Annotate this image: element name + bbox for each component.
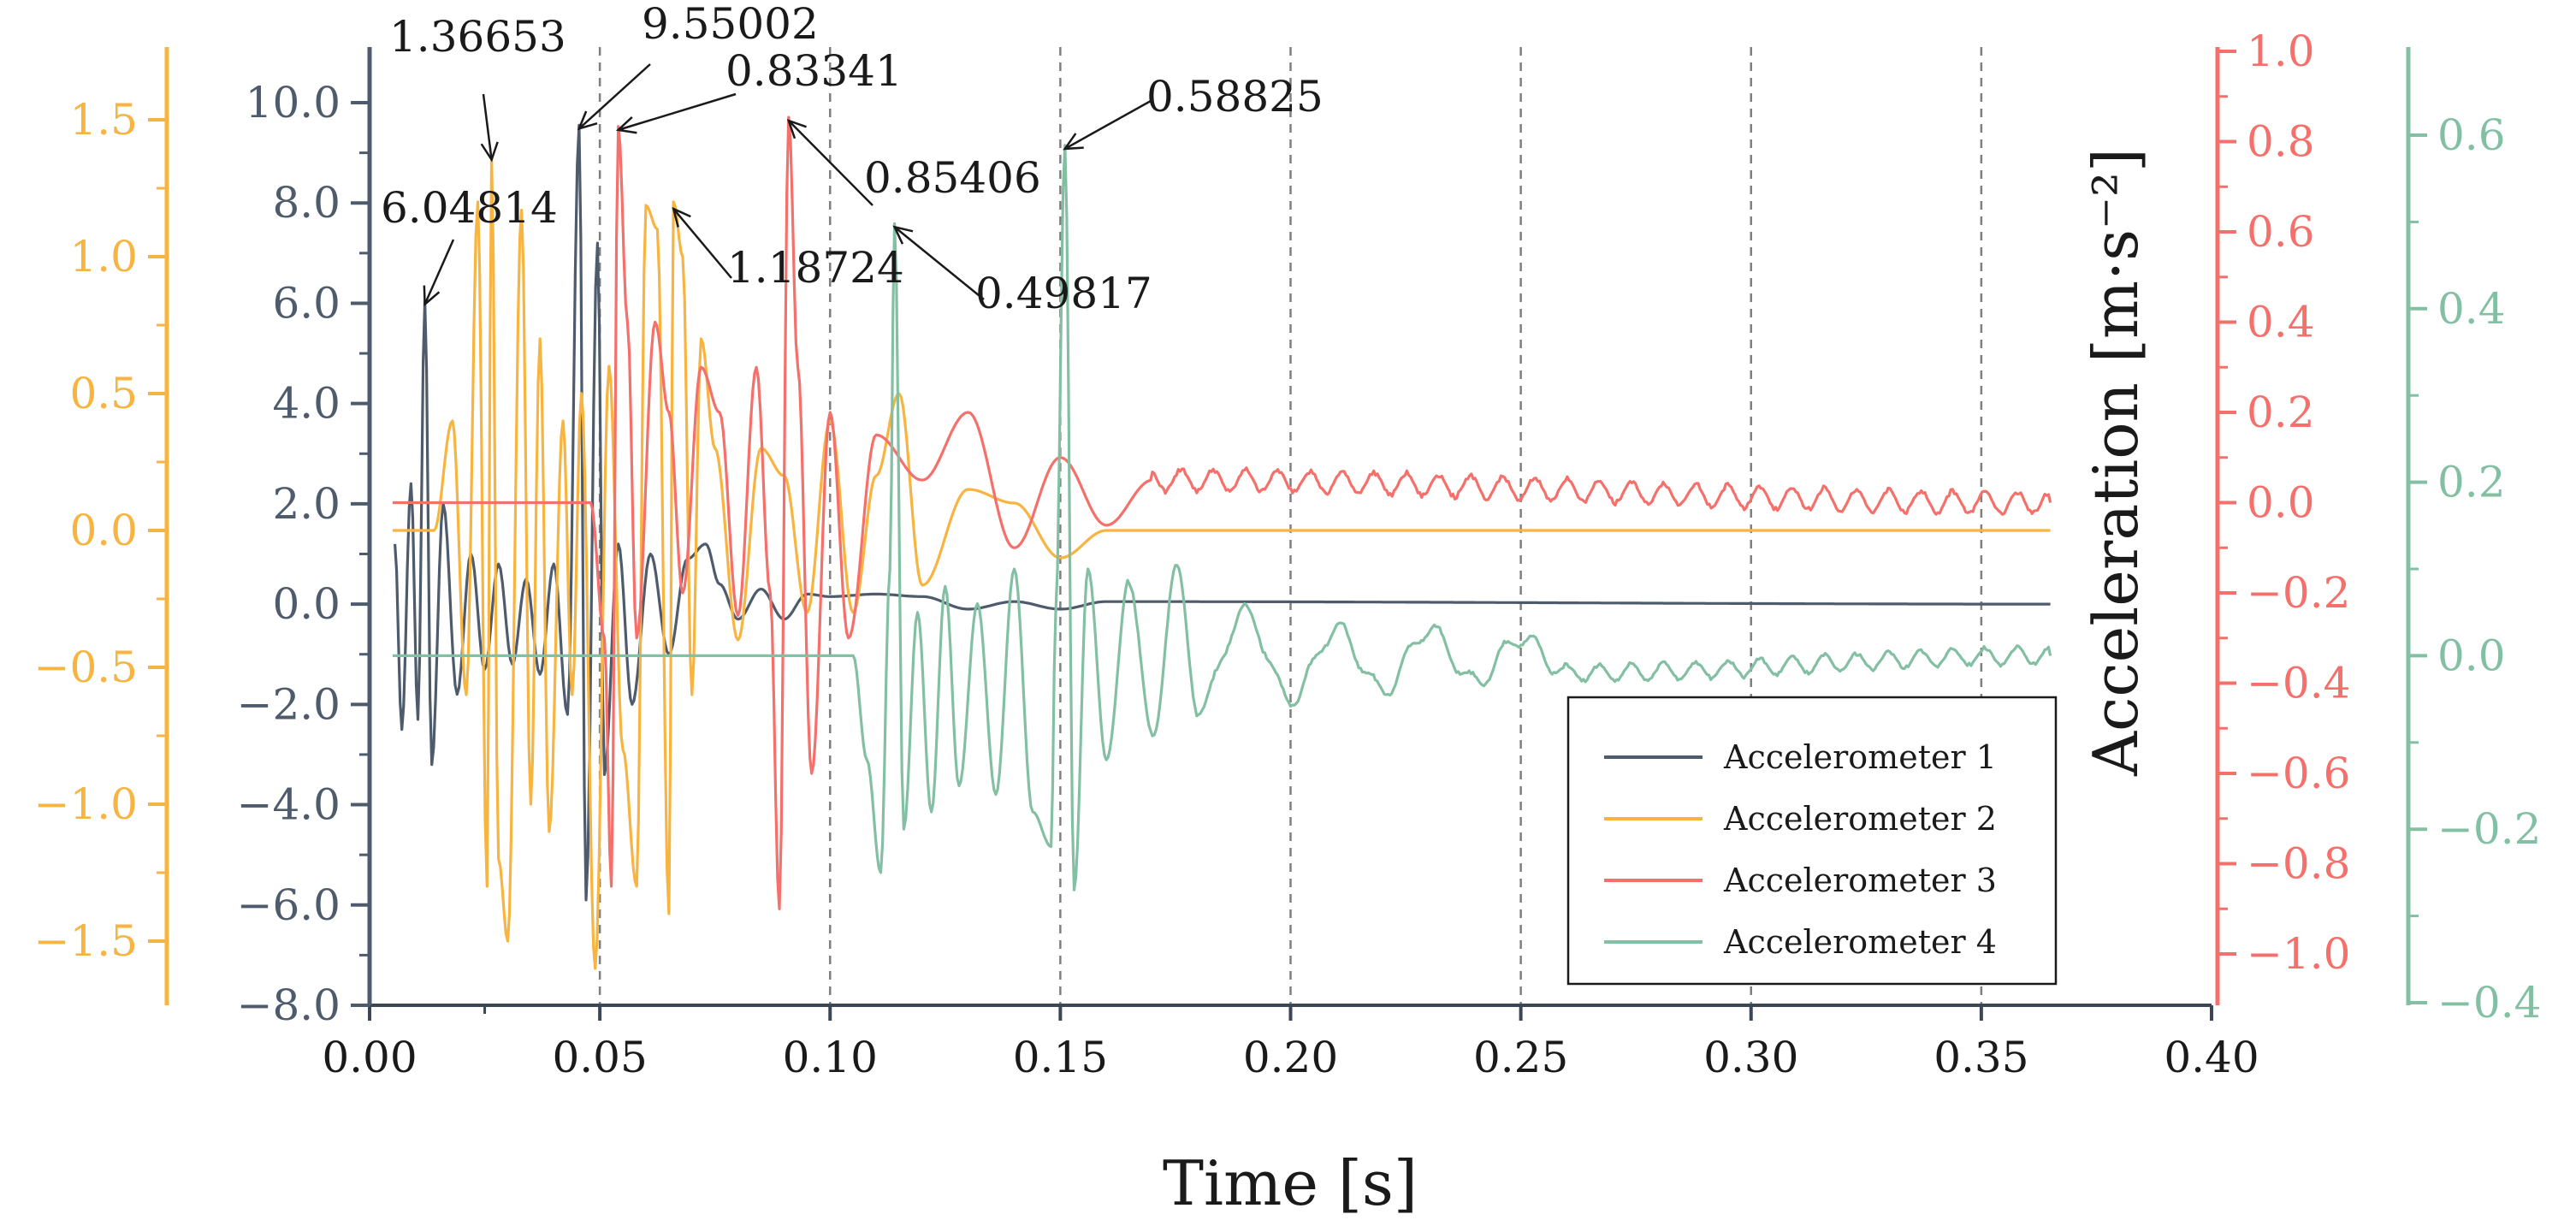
annotation-arrow-head xyxy=(1063,133,1084,151)
x-tick-label: 0.20 xyxy=(1243,1033,1338,1082)
peak-annotation-label: 0.85406 xyxy=(864,153,1041,203)
y-tick-label-a3: −1.0 xyxy=(2247,929,2350,979)
y-tick-label-a3: 1.0 xyxy=(2247,27,2315,76)
annotation-arrow-line xyxy=(893,226,985,300)
y-tick-label-a1: 8.0 xyxy=(272,178,341,228)
peak-annotation-label: 0.49817 xyxy=(975,269,1152,318)
y-tick-label-a3: −0.8 xyxy=(2247,839,2350,889)
y-tick-label-a1: −6.0 xyxy=(237,880,341,930)
annotation-arrow-line xyxy=(1064,99,1152,151)
x-tick-label: 0.35 xyxy=(1933,1033,2028,1082)
annotation-arrow-line xyxy=(423,239,455,305)
y-tick-label-a2: −0.5 xyxy=(34,643,138,692)
y-tick-label-a2: 0.5 xyxy=(69,369,138,418)
annotation-arrow-head xyxy=(892,225,914,245)
peak-annotation-label: 0.58825 xyxy=(1146,72,1324,121)
annotation-arrow-line xyxy=(578,63,651,130)
y-tick-label-a4: 0.2 xyxy=(2437,458,2506,507)
series-line-accelerometer-2 xyxy=(392,155,2051,970)
y-tick-label-a4: 0.4 xyxy=(2437,284,2506,334)
x-tick-label: 0.00 xyxy=(322,1033,417,1082)
y-tick-label-a1: 4.0 xyxy=(272,379,341,429)
legend-box xyxy=(1566,696,2058,986)
y-tick-label-a1: −2.0 xyxy=(237,679,341,729)
y-tick-label-a3: −0.4 xyxy=(2247,659,2350,708)
y-tick-label-a4: −0.2 xyxy=(2437,804,2541,854)
x-axis-title: Time [s] xyxy=(1163,1147,1418,1219)
gridlines xyxy=(598,47,1983,1005)
annotation-arrow-head xyxy=(786,118,807,139)
y-tick-label-a3: 0.0 xyxy=(2247,478,2315,528)
annotation-arrow-line xyxy=(787,120,873,206)
annotation-arrow-head xyxy=(423,285,441,307)
x-tick-label: 0.15 xyxy=(1013,1033,1108,1082)
axes: 0.00 0.05 0.10 0.15 0.20 0.25 0.30 0.35 0.40 10.0… xyxy=(34,27,2542,1082)
x-tick-label: 0.10 xyxy=(783,1033,878,1082)
legend-entry: Accelerometer 1 xyxy=(1723,738,1997,776)
y-tick-label-a3: 0.8 xyxy=(2247,117,2315,167)
y-tick-label-a1: 10.0 xyxy=(246,78,341,127)
series-line-accelerometer-4 xyxy=(392,144,2052,891)
legend-entry: Accelerometer 4 xyxy=(1723,923,1997,961)
annotation-arrow-head xyxy=(672,206,691,228)
y-tick-label-a4: 0.6 xyxy=(2437,110,2506,160)
series-line-accelerometer-3 xyxy=(392,116,2052,910)
y-tick-label-a1: −8.0 xyxy=(237,980,341,1030)
legend: Accelerometer 1 Accelerometer 2 Accelerome… xyxy=(1566,696,2058,986)
x-tick-label: 0.30 xyxy=(1703,1033,1798,1082)
legend-entry: Accelerometer 3 xyxy=(1723,862,1997,899)
y-tick-label-a1: 6.0 xyxy=(272,278,341,328)
y-tick-label-a1: 2.0 xyxy=(272,479,341,529)
y-tick-label-a2: 1.5 xyxy=(69,95,138,145)
y-tick-label-a3: 0.4 xyxy=(2247,298,2315,347)
annotation-arrow-line xyxy=(672,208,732,279)
x-tick-label: 0.25 xyxy=(1473,1033,1568,1082)
series-lines xyxy=(392,116,2052,970)
y-tick-label-a3: −0.2 xyxy=(2247,568,2350,618)
annotation-arrow-head xyxy=(615,116,637,134)
x-tick-label: 0.05 xyxy=(552,1033,647,1082)
y-tick-label-a3: 0.6 xyxy=(2247,207,2315,257)
y-tick-label-a3: 0.2 xyxy=(2247,388,2315,437)
annotation-arrow-line xyxy=(482,93,493,160)
y-tick-label-a3: −0.6 xyxy=(2247,749,2350,798)
annotation-arrow-head xyxy=(577,110,598,131)
y-tick-label-a2: −1.0 xyxy=(34,779,138,829)
peak-annotation-label: 9.55002 xyxy=(642,0,819,49)
y-axis-title-right: Acceleration [m·s⁻²] xyxy=(2080,148,2152,777)
peak-annotation-label: 6.04814 xyxy=(381,183,558,233)
y-tick-label-a4: 0.0 xyxy=(2437,631,2506,680)
x-tick-label: 0.40 xyxy=(2164,1033,2259,1082)
annotation-arrow-line xyxy=(618,92,737,132)
y-tick-label-a2: 1.0 xyxy=(69,232,138,281)
peak-annotation-label: 1.18724 xyxy=(727,243,904,293)
y-tick-label-a4: −0.4 xyxy=(2437,978,2541,1028)
legend-entry: Accelerometer 2 xyxy=(1723,800,1997,838)
peak-annotation-label: 0.83341 xyxy=(725,46,903,96)
annotation-arrow-head xyxy=(480,141,499,163)
peak-annotation-label: 1.36653 xyxy=(389,12,566,62)
y-tick-label-a1: 0.0 xyxy=(272,579,341,629)
y-tick-label-a2: −1.5 xyxy=(34,916,138,966)
y-tick-label-a1: −4.0 xyxy=(237,780,341,830)
y-tick-label-a2: 0.0 xyxy=(69,506,138,555)
